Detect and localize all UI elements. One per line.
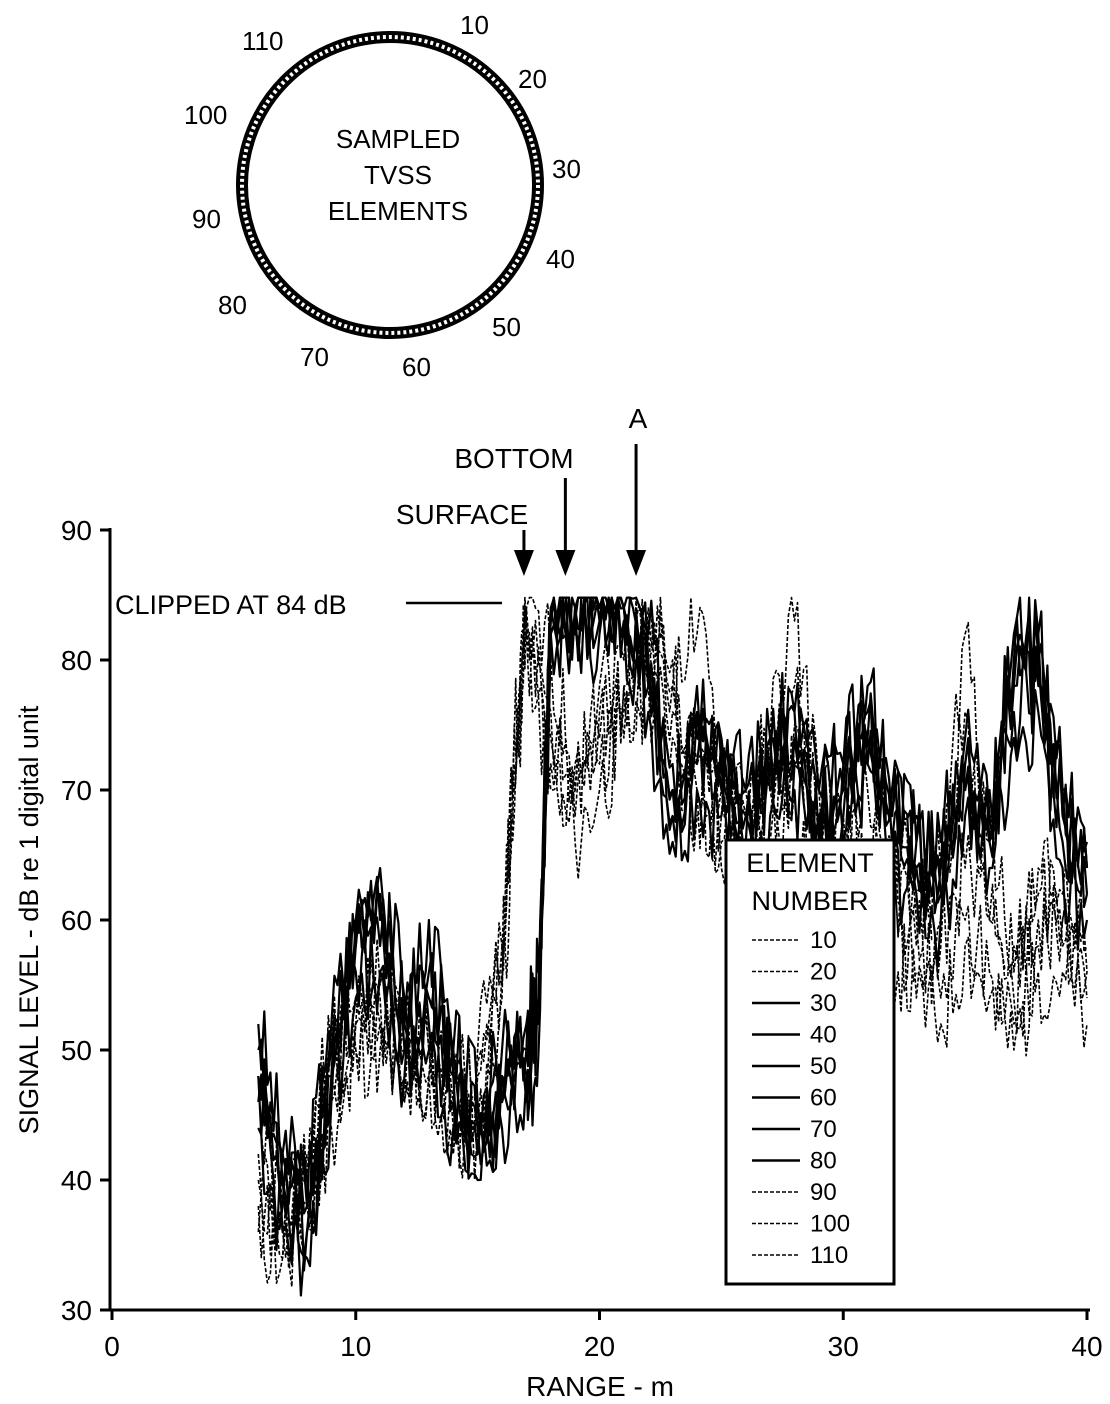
x-tick-label-10: 10 [340, 1331, 371, 1362]
x-tick-label-0: 0 [104, 1331, 120, 1362]
legend-title-line-2: NUMBER [751, 886, 868, 916]
clipped-label: CLIPPED AT 84 dB [115, 590, 347, 620]
inset-title-line-2: TVSS [364, 160, 432, 190]
ring-label-80: 80 [218, 290, 247, 320]
x-ticks: 0 10 20 30 40 [104, 1310, 1103, 1362]
element-ring-pattern [240, 35, 540, 335]
arrow-a [626, 444, 647, 576]
arrow-head-bottom [555, 550, 576, 576]
y-axis-label: SIGNAL LEVEL - dB re 1 digital unit [14, 705, 44, 1134]
element-ring-inset: SAMPLED TVSS ELEMENTS 10 20 30 40 50 60 … [184, 10, 581, 382]
surface-label: SURFACE [396, 499, 528, 530]
legend-label-80: 80 [810, 1148, 837, 1175]
legend-label-30: 30 [810, 990, 837, 1017]
inset-title-line-1: SAMPLED [336, 124, 460, 154]
ring-label-100: 100 [184, 100, 227, 130]
ring-label-10: 10 [460, 10, 489, 40]
series-line-110 [257, 604, 1088, 1284]
ring-label-90: 90 [192, 204, 221, 234]
legend-label-70: 70 [810, 1116, 837, 1143]
arrow-bottom [555, 478, 576, 576]
series-line-100 [257, 631, 1088, 1288]
ring-label-20: 20 [518, 64, 547, 94]
chart: 30 40 50 60 70 80 90 0 10 20 30 40 RANGE - m SIGNA… [14, 403, 1103, 1402]
legend-label-60: 60 [810, 1085, 837, 1112]
bottom-label: BOTTOM [454, 443, 573, 474]
y-tick-label-90: 90 [61, 515, 92, 546]
x-tick-label-30: 30 [828, 1331, 859, 1362]
legend-items: 10 20 30 40 50 60 70 80 90 100 110 [752, 927, 850, 1269]
y-tick-label-70: 70 [61, 775, 92, 806]
series-layer [257, 596, 1089, 1297]
x-tick-label-20: 20 [584, 1331, 615, 1362]
x-axis-label: RANGE - m [526, 1371, 674, 1402]
series-line-80 [257, 596, 1089, 1258]
series-line-90 [257, 598, 1088, 1258]
legend-title-line-1: ELEMENT [746, 848, 874, 878]
inset-title-line-3: ELEMENTS [328, 196, 468, 226]
ring-label-50: 50 [492, 312, 521, 342]
ring-label-40: 40 [546, 244, 575, 274]
y-tick-label-60: 60 [61, 905, 92, 936]
legend: ELEMENT NUMBER 10 20 30 40 50 60 70 80 90 100 110 [724, 838, 896, 1286]
ring-label-30: 30 [552, 154, 581, 184]
legend-label-50: 50 [810, 1053, 837, 1080]
y-tick-label-50: 50 [61, 1035, 92, 1066]
legend-label-20: 20 [810, 959, 837, 986]
arrow-head-surface [513, 550, 534, 576]
arrow-head-a [626, 550, 647, 576]
y-ticks: 30 40 50 60 70 80 90 [61, 515, 110, 1326]
legend-label-110: 110 [810, 1242, 848, 1269]
legend-label-90: 90 [810, 1179, 837, 1206]
legend-box [724, 838, 896, 1286]
ring-label-110: 110 [242, 26, 283, 56]
ring-label-70: 70 [300, 342, 329, 372]
legend-label-10: 10 [810, 927, 837, 954]
legend-label-40: 40 [810, 1022, 837, 1049]
x-tick-label-40: 40 [1071, 1331, 1102, 1362]
y-tick-label-30: 30 [61, 1295, 92, 1326]
y-tick-label-80: 80 [61, 645, 92, 676]
y-tick-label-40: 40 [61, 1165, 92, 1196]
ring-label-60: 60 [402, 352, 431, 382]
arrow-surface [513, 530, 534, 576]
series-line-70 [257, 596, 1089, 1297]
legend-label-100: 100 [810, 1211, 850, 1238]
a-label: A [629, 403, 648, 434]
marker-arrows [513, 444, 647, 576]
